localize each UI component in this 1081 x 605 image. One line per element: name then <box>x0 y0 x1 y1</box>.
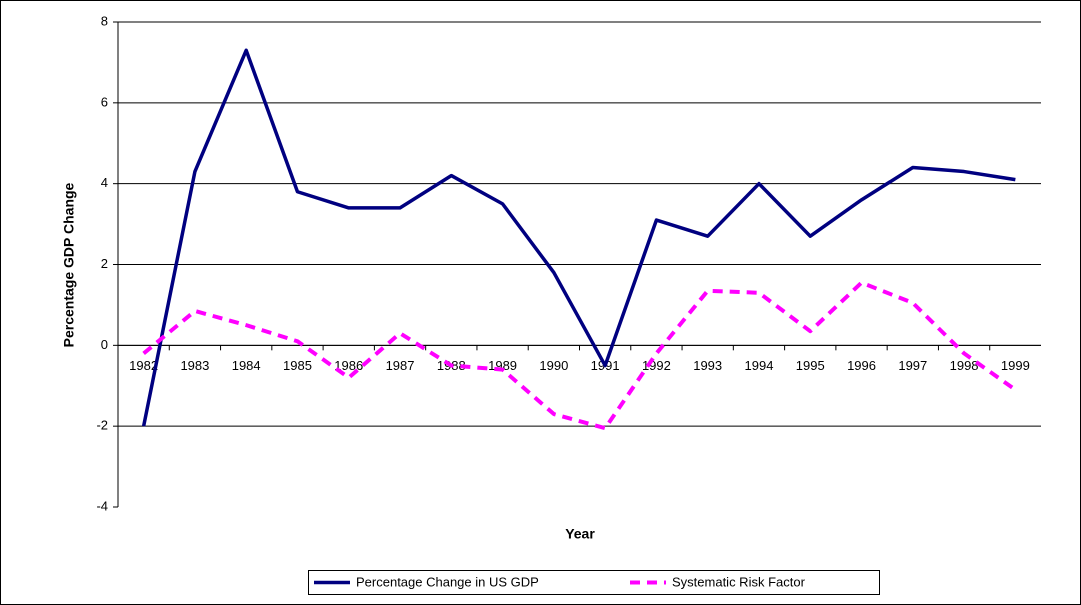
x-tick-label: 1993 <box>693 358 722 373</box>
x-tick-label: 1983 <box>180 358 209 373</box>
x-tick-label: 1987 <box>386 358 415 373</box>
series-line <box>142 280 1017 431</box>
y-tick-label: -2 <box>96 418 108 433</box>
x-tick-label: 1985 <box>283 358 312 373</box>
y-axis-label: Percentage GDP Change <box>61 182 77 347</box>
x-tick-label: 1996 <box>847 358 876 373</box>
x-tick-label: 1984 <box>232 358 261 373</box>
x-tick-label: 1982 <box>129 358 158 373</box>
x-tick-label: 1995 <box>796 358 825 373</box>
y-tick-label: 0 <box>101 337 108 352</box>
x-tick-label: 1990 <box>539 358 568 373</box>
y-tick-label: 8 <box>101 13 108 28</box>
legend-box <box>308 570 880 595</box>
series-line <box>141 48 1016 427</box>
y-tick-label: 2 <box>101 256 108 271</box>
legend-label: Percentage Change in US GDP <box>356 574 539 589</box>
x-tick-label: 1994 <box>745 358 774 373</box>
y-tick-label: 6 <box>101 94 108 109</box>
legend-label: Systematic Risk Factor <box>672 574 806 589</box>
y-tick-label: 4 <box>101 175 108 190</box>
x-tick-label: 1997 <box>898 358 927 373</box>
y-tick-label: -4 <box>96 498 108 513</box>
x-tick-label: 1998 <box>950 358 979 373</box>
x-axis-label: Year <box>565 526 595 542</box>
x-tick-label: 1999 <box>1001 358 1030 373</box>
